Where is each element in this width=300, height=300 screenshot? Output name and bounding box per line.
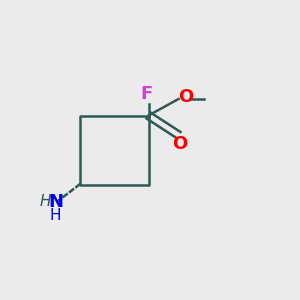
Text: N: N [48,193,63,211]
Text: H: H [50,208,61,223]
Text: O: O [172,135,187,153]
Text: F: F [141,85,153,103]
Text: H: H [40,194,51,209]
Text: O: O [178,88,194,106]
